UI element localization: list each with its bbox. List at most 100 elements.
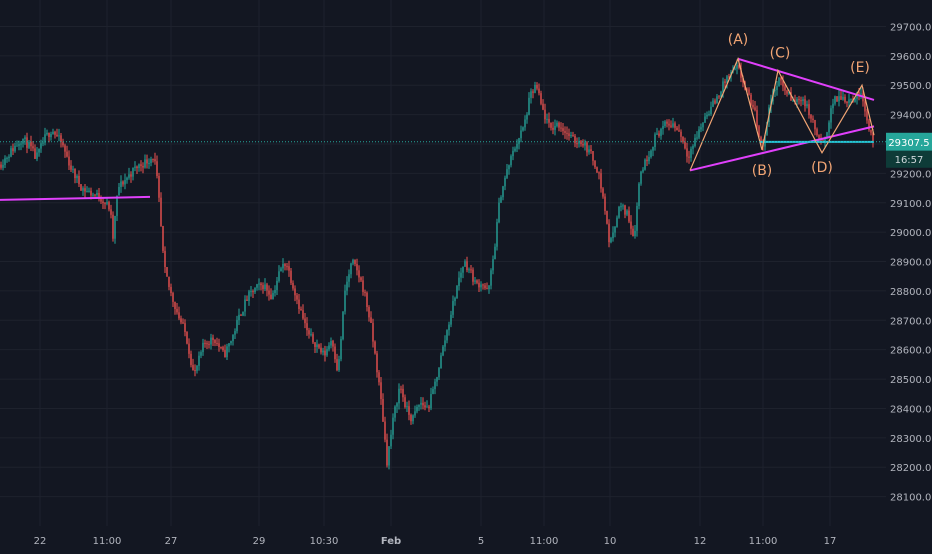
candle-body[interactable] <box>406 406 408 408</box>
candle-body[interactable] <box>524 119 526 128</box>
candle-body[interactable] <box>848 99 850 103</box>
candle-body[interactable] <box>266 284 268 291</box>
candle-body[interactable] <box>858 92 860 95</box>
candle-body[interactable] <box>728 76 730 78</box>
candle-body[interactable] <box>322 350 324 353</box>
candle-body[interactable] <box>824 138 826 143</box>
candle-body[interactable] <box>692 145 694 149</box>
candle-body[interactable] <box>170 286 172 294</box>
candle-body[interactable] <box>608 223 610 243</box>
candle-body[interactable] <box>448 324 450 331</box>
candle-body[interactable] <box>812 118 814 121</box>
candle-body[interactable] <box>818 135 820 139</box>
candle-body[interactable] <box>370 317 372 323</box>
candles[interactable] <box>0 58 874 470</box>
candle-body[interactable] <box>544 109 546 120</box>
candle-body[interactable] <box>470 269 472 271</box>
candle-body[interactable] <box>632 228 634 237</box>
candle-body[interactable] <box>124 180 126 185</box>
candle-body[interactable] <box>220 347 222 349</box>
candle-body[interactable] <box>120 181 122 188</box>
candle-body[interactable] <box>10 148 12 157</box>
candle-body[interactable] <box>724 81 726 83</box>
candle-body[interactable] <box>446 330 448 341</box>
candle-body[interactable] <box>236 320 238 332</box>
candle-body[interactable] <box>92 194 94 196</box>
candle-body[interactable] <box>356 264 358 271</box>
candle-body[interactable] <box>828 122 830 133</box>
candle-body[interactable] <box>122 181 124 185</box>
candle-body[interactable] <box>244 299 246 312</box>
candle-body[interactable] <box>180 318 182 323</box>
candle-body[interactable] <box>222 347 224 351</box>
candle-body[interactable] <box>844 96 846 103</box>
candle-body[interactable] <box>14 145 16 152</box>
candle-body[interactable] <box>860 93 862 95</box>
candle-body[interactable] <box>450 314 452 325</box>
candle-body[interactable] <box>634 230 636 237</box>
candle-body[interactable] <box>246 299 248 301</box>
candle-body[interactable] <box>638 183 640 207</box>
candle-body[interactable] <box>538 88 540 94</box>
candle-body[interactable] <box>720 91 722 98</box>
candle-body[interactable] <box>806 104 808 107</box>
candle-body[interactable] <box>444 340 446 347</box>
candle-body[interactable] <box>292 282 294 289</box>
candle-body[interactable] <box>332 341 334 347</box>
candle-body[interactable] <box>660 128 662 136</box>
candle-body[interactable] <box>836 96 838 102</box>
candle-body[interactable] <box>342 311 344 340</box>
candle-body[interactable] <box>304 318 306 324</box>
candle-body[interactable] <box>142 165 144 168</box>
candle-body[interactable] <box>722 81 724 92</box>
candle-body[interactable] <box>146 159 148 164</box>
candle-body[interactable] <box>362 280 364 292</box>
candle-body[interactable] <box>422 402 424 406</box>
candle-body[interactable] <box>556 122 558 126</box>
y-axis[interactable]: 28100.0 28200.0 28300.0 28400.0 28500.0 28600… <box>890 22 931 503</box>
candle-body[interactable] <box>520 130 522 139</box>
candle-body[interactable] <box>272 293 274 299</box>
candle-body[interactable] <box>316 344 318 347</box>
candle-body[interactable] <box>676 127 678 131</box>
candle-body[interactable] <box>656 133 658 135</box>
candle-body[interactable] <box>32 146 34 149</box>
candle-body[interactable] <box>622 205 624 207</box>
candle-body[interactable] <box>626 210 628 215</box>
candle-body[interactable] <box>336 359 338 371</box>
candle-body[interactable] <box>18 144 20 146</box>
candle-body[interactable] <box>666 121 668 124</box>
candle-body[interactable] <box>850 98 852 100</box>
candle-body[interactable] <box>512 150 514 157</box>
candle-body[interactable] <box>568 133 570 136</box>
candle-body[interactable] <box>354 259 356 265</box>
candle-body[interactable] <box>326 349 328 356</box>
candle-body[interactable] <box>178 312 180 319</box>
candle-body[interactable] <box>372 322 374 342</box>
candle-body[interactable] <box>140 164 142 166</box>
candle-body[interactable] <box>846 102 848 104</box>
candle-body[interactable] <box>456 285 458 299</box>
candle-body[interactable] <box>38 148 40 153</box>
candle-body[interactable] <box>294 288 296 296</box>
candle-body[interactable] <box>534 85 536 93</box>
candle-body[interactable] <box>472 269 474 282</box>
candle-body[interactable] <box>458 277 460 286</box>
candle-body[interactable] <box>424 405 426 408</box>
candle-body[interactable] <box>526 114 528 120</box>
candle-body[interactable] <box>90 190 92 196</box>
candle-body[interactable] <box>428 406 430 409</box>
candle-body[interactable] <box>714 100 716 104</box>
candle-body[interactable] <box>636 206 638 231</box>
candle-body[interactable] <box>350 263 352 275</box>
candle-body[interactable] <box>24 137 26 140</box>
candle-body[interactable] <box>44 134 46 143</box>
candle-body[interactable] <box>72 168 74 170</box>
candle-body[interactable] <box>740 67 742 78</box>
candle-body[interactable] <box>262 285 264 290</box>
candle-body[interactable] <box>278 271 280 281</box>
candle-body[interactable] <box>606 211 608 224</box>
candle-body[interactable] <box>624 205 626 215</box>
candle-body[interactable] <box>196 365 198 371</box>
candle-body[interactable] <box>664 121 666 127</box>
